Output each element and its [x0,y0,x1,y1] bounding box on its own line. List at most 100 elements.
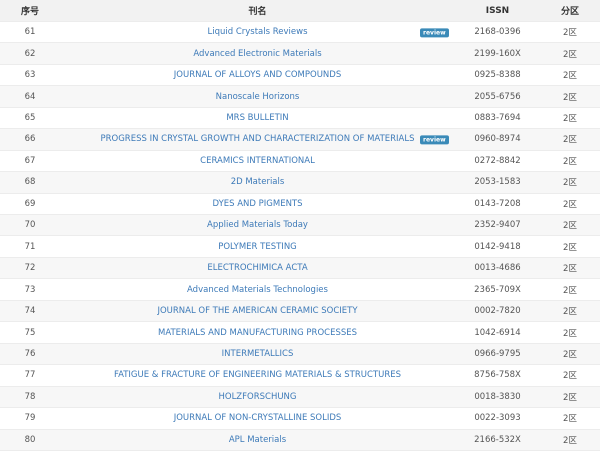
header-cell: 刊名 [248,7,267,17]
cell-zone: 2区 [563,199,577,210]
cell-no: 80 [24,434,36,445]
cell-issn: 0883-7694 [474,113,521,124]
cell-no: 74 [24,306,36,317]
journal-link[interactable]: 2D Materials [230,177,285,188]
table-row: 70 Applied Materials Today 2352-9407 2区 [0,215,600,237]
cell-issn: 0272-8842 [474,155,521,166]
cell-issn: 2168-0396 [474,27,521,38]
journal-link[interactable]: JOURNAL OF ALLOYS AND COMPOUNDS [173,70,342,81]
table-row: 61 Liquid Crystals Reviews 2168-0396 2区 revi… [0,22,600,44]
cell-issn: 2055-6756 [474,91,521,102]
journal-link[interactable]: Nanoscale Horizons [215,91,300,102]
table-row: 67 CERAMICS INTERNATIONAL 0272-8842 2区 [0,151,600,173]
cell-zone: 2区 [563,307,577,318]
table-row: 73 Advanced Materials Technologies 2365-70… [0,279,600,301]
header-row: 序号 刊名 ISSN 分区 [0,0,600,22]
cell-no: 65 [24,113,36,124]
cell-issn: 0142-9418 [474,241,521,252]
cell-no: 78 [24,391,36,402]
review-badge: review [420,135,449,145]
journal-link[interactable]: INTERMETALLICS [221,348,294,359]
cell-zone: 2区 [563,371,577,382]
cell-issn: 2365-709X [474,284,521,295]
cell-zone: 2区 [563,435,577,446]
journal-link[interactable]: MRS BULLETIN [226,113,289,124]
header-cell: ISSN [485,5,510,16]
table-row: 68 2D Materials 2053-1583 2区 [0,172,600,194]
cell-issn: 1042-6914 [474,327,521,338]
table-row: 79 JOURNAL OF NON-CRYSTALLINE SOLIDS 0022-… [0,408,600,430]
table-row: 71 POLYMER TESTING 0142-9418 2区 [0,237,600,258]
cell-issn: 0002-7820 [474,306,521,317]
table-row: 65 MRS BULLETIN 0883-7694 2区 [0,108,600,130]
journal-link[interactable]: PROGRESS IN CRYSTAL GROWTH AND CHARACTER… [100,134,415,145]
cell-issn: 2053-1583 [474,177,521,188]
table-row: 76 INTERMETALLICS 0966-9795 2区 [0,343,600,366]
table-row: 62 Advanced Electronic Materials 2199-160X… [0,43,600,65]
table-row: 74 JOURNAL OF THE AMERICAN CERAMIC SOCIET… [0,300,600,323]
table-row: 63 JOURNAL OF ALLOYS AND COMPOUNDS 0925-83… [0,65,600,87]
cell-zone: 2区 [563,28,577,39]
cell-issn: 0022-3093 [474,413,521,424]
cell-no: 79 [24,413,36,424]
header-cell: 分区 [560,7,579,17]
cell-zone: 2区 [563,242,577,253]
cell-zone: 2区 [563,92,577,103]
journal-link[interactable]: Applied Materials Today [207,220,308,231]
cell-no: 67 [24,155,36,166]
cell-no: 73 [24,284,36,295]
cell-no: 72 [24,263,36,274]
cell-issn: 0013-4686 [474,263,521,274]
cell-zone: 2区 [563,328,577,339]
cell-zone: 2区 [563,71,577,82]
journal-link[interactable]: CERAMICS INTERNATIONAL [200,155,315,166]
cell-no: 75 [24,327,36,338]
journal-link[interactable]: ELECTROCHIMICA ACTA [207,263,308,274]
journal-link[interactable]: DYES AND PIGMENTS [212,198,303,209]
cell-no: 70 [24,220,36,231]
journal-link[interactable]: HOLZFORSCHUNG [218,391,297,402]
journal-link[interactable]: Advanced Electronic Materials [193,48,322,59]
cell-issn: 8756-758X [474,370,521,381]
cell-no: 77 [24,370,36,381]
cell-no: 61 [24,27,36,38]
table-row: 78 HOLZFORSCHUNG 0018-3830 2区 [0,386,600,409]
cell-zone: 2区 [563,349,577,360]
journal-link[interactable]: FATIGUE & FRACTURE OF ENGINEERING MATERI… [113,370,402,381]
cell-issn: 0925-8388 [474,70,521,81]
cell-issn: 2199-160X [474,48,521,59]
table-row: 80 APL Materials 2166-532X 2区 [0,429,600,451]
cell-issn: 0143-7208 [474,198,521,209]
journal-link[interactable]: APL Materials [228,434,287,445]
review-badge: review [420,28,449,38]
header-cell: 序号 [20,7,39,17]
cell-no: 69 [24,198,36,209]
journal-link[interactable]: JOURNAL OF NON-CRYSTALLINE SOLIDS [173,413,342,424]
cell-issn: 0018-3830 [474,391,521,402]
journal-link[interactable]: POLYMER TESTING [218,241,297,252]
cell-issn: 0960-8974 [474,134,521,145]
cell-zone: 2区 [563,221,577,232]
cell-no: 66 [24,134,36,145]
cell-no: 64 [24,91,36,102]
cell-no: 63 [24,70,36,81]
journal-link[interactable]: Liquid Crystals Reviews [207,27,308,38]
table-row: 75 MATERIALS AND MANUFACTURING PROCESSES 1… [0,322,600,344]
cell-zone: 2区 [563,414,577,425]
cell-zone: 2区 [563,178,577,189]
journal-link[interactable]: Advanced Materials Technologies [187,284,328,295]
table-row: 72 ELECTROCHIMICA ACTA 0013-4686 2区 [0,257,600,280]
cell-zone: 2区 [563,156,577,167]
cell-zone: 2区 [563,135,577,146]
table-row: 77 FATIGUE & FRACTURE OF ENGINEERING MATE… [0,365,600,387]
cell-zone: 2区 [563,392,577,403]
journal-link[interactable]: MATERIALS AND MANUFACTURING PROCESSES [157,327,358,338]
table-row: 64 Nanoscale Horizons 2055-6756 2区 [0,86,600,108]
cell-no: 68 [24,177,36,188]
journal-link[interactable]: JOURNAL OF THE AMERICAN CERAMIC SOCIETY [157,306,358,317]
cell-no: 71 [24,241,36,252]
cell-no: 76 [24,348,36,359]
cell-issn: 2352-9407 [474,220,521,231]
cell-issn: 0966-9795 [474,348,521,359]
